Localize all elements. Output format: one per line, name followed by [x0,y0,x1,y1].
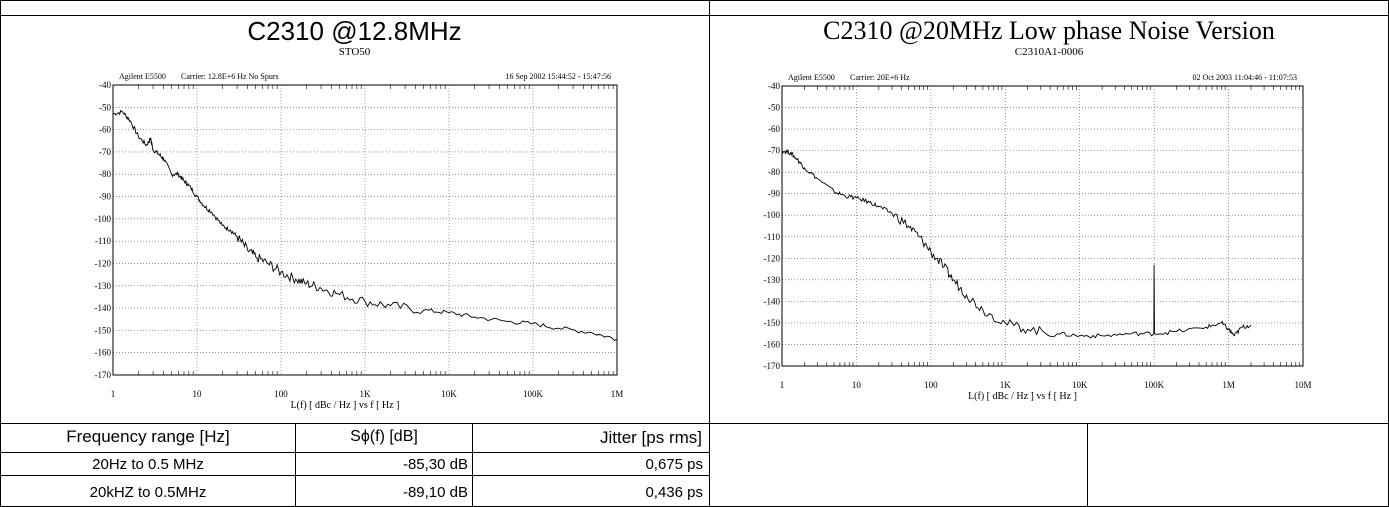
right-chart-title: C2310 @20MHz Low phase Noise Version [823,16,1275,45]
table-header-jitter: Jitter [ps rms] [599,428,702,447]
y-tick-label: -70 [99,147,111,157]
plot-frame [781,85,1304,367]
frame-top-border [0,0,1389,1]
x-tick-label: 100 [924,380,938,390]
y-tick-label: -160 [95,348,112,358]
x-tick-label: 10K [441,389,457,399]
left-chart-title: C2310 @12.8MHz [247,16,462,46]
x-tick-label: 100 [274,389,288,399]
table-cell-sphi-1: -89,10 dB [402,484,468,501]
x-tick-label: 10 [193,389,203,399]
left-phase-noise-chart: Agilent E5500 Carrier: 12.8E+6 Hz No Spur… [95,72,624,411]
y-tick-label: -130 [95,281,112,291]
y-tick-label: -170 [764,361,781,371]
x-tick-label: 1M [611,389,624,399]
chart-header-instrument: Agilent E5500 [119,72,166,81]
y-tick-label: -110 [764,232,781,242]
table-row-divider [0,475,709,476]
y-tick-label: -120 [95,258,112,268]
table-col-divider-3 [1087,423,1088,507]
y-tick-label: -100 [764,210,781,220]
y-tick-label: -50 [99,102,111,112]
x-tick-label: 1 [780,380,785,390]
table-header-frequency: Frequency range [Hz] [66,427,230,446]
y-tick-label: -110 [95,236,112,246]
y-tick-label: -140 [95,303,112,313]
y-tick-label: -120 [764,253,781,263]
right-phase-noise-chart: Agilent E5500 Carrier: 20E+6 Hz 02 Oct 200… [764,73,1312,402]
x-tick-label: 100K [1144,380,1165,390]
table-cell-jitter-1: 0,436 ps [645,484,703,501]
table-header-sphi: Sϕ(f) [dB] [350,428,418,445]
x-tick-label: 1 [111,389,116,399]
y-tick-label: -170 [95,370,112,380]
x-tick-label: 1K [360,389,372,399]
y-tick-label: -100 [95,214,112,224]
x-tick-label: 10K [1072,380,1088,390]
frame-row-divider [0,15,1389,16]
table-col-divider-1 [295,423,296,507]
frame-table-top-border [0,423,1389,424]
x-tick-label: 1M [1222,380,1235,390]
y-tick-label: -160 [764,339,781,349]
x-tick-label: 100K [523,389,544,399]
y-tick-label: -50 [768,103,780,113]
plot-frame [112,84,618,376]
chart-header-date: 16 Sep 2002 15:44:52 - 15:47:56 [505,72,611,81]
x-tick-label: 10 [852,380,862,390]
noise-trace [112,109,618,342]
y-tick-label: -70 [768,146,780,156]
y-tick-label: -150 [95,325,112,335]
table-cell-jitter-0: 0,675 ps [645,456,703,473]
y-tick-label: -40 [768,81,780,91]
chart-header-date: 02 Oct 2003 11:04:46 - 11:07:53 [1192,73,1297,82]
frame-left-border [0,0,1,507]
y-tick-label: -60 [768,124,780,134]
y-tick-label: -90 [768,189,780,199]
y-tick-label: -150 [764,318,781,328]
chart-header-carrier: Carrier: 20E+6 Hz [850,73,910,82]
x-axis-label: L(f) [ dBc / Hz ] vs f [ Hz ] [291,400,400,411]
x-axis-label: L(f) [ dBc / Hz ] vs f [ Hz ] [968,391,1077,402]
y-tick-label: -40 [99,80,111,90]
table-cell-range-0: 20Hz to 0.5 MHz [92,456,204,473]
chart-header-carrier: Carrier: 12.8E+6 Hz No Spurs [181,72,279,81]
table-cell-sphi-0: -85,30 dB [402,456,468,473]
frame-middle-border [709,0,710,507]
y-tick-label: -80 [768,167,780,177]
table-header-divider [0,452,709,453]
table-cell-range-1: 20kHZ to 0.5MHz [89,484,207,501]
y-tick-label: -90 [99,192,111,202]
x-tick-label: 10M [1294,380,1311,390]
left-chart-subtitle: STO50 [338,46,371,58]
table-col-divider-2 [472,423,473,507]
right-chart-subtitle: C2310A1-0006 [1014,46,1084,58]
y-tick-label: -140 [764,296,781,306]
y-tick-label: -130 [764,275,781,285]
chart-header-instrument: Agilent E5500 [788,73,835,82]
x-tick-label: 1K [1000,380,1012,390]
y-tick-label: -60 [99,125,111,135]
y-tick-label: -80 [99,169,111,179]
noise-trace [781,148,1252,339]
